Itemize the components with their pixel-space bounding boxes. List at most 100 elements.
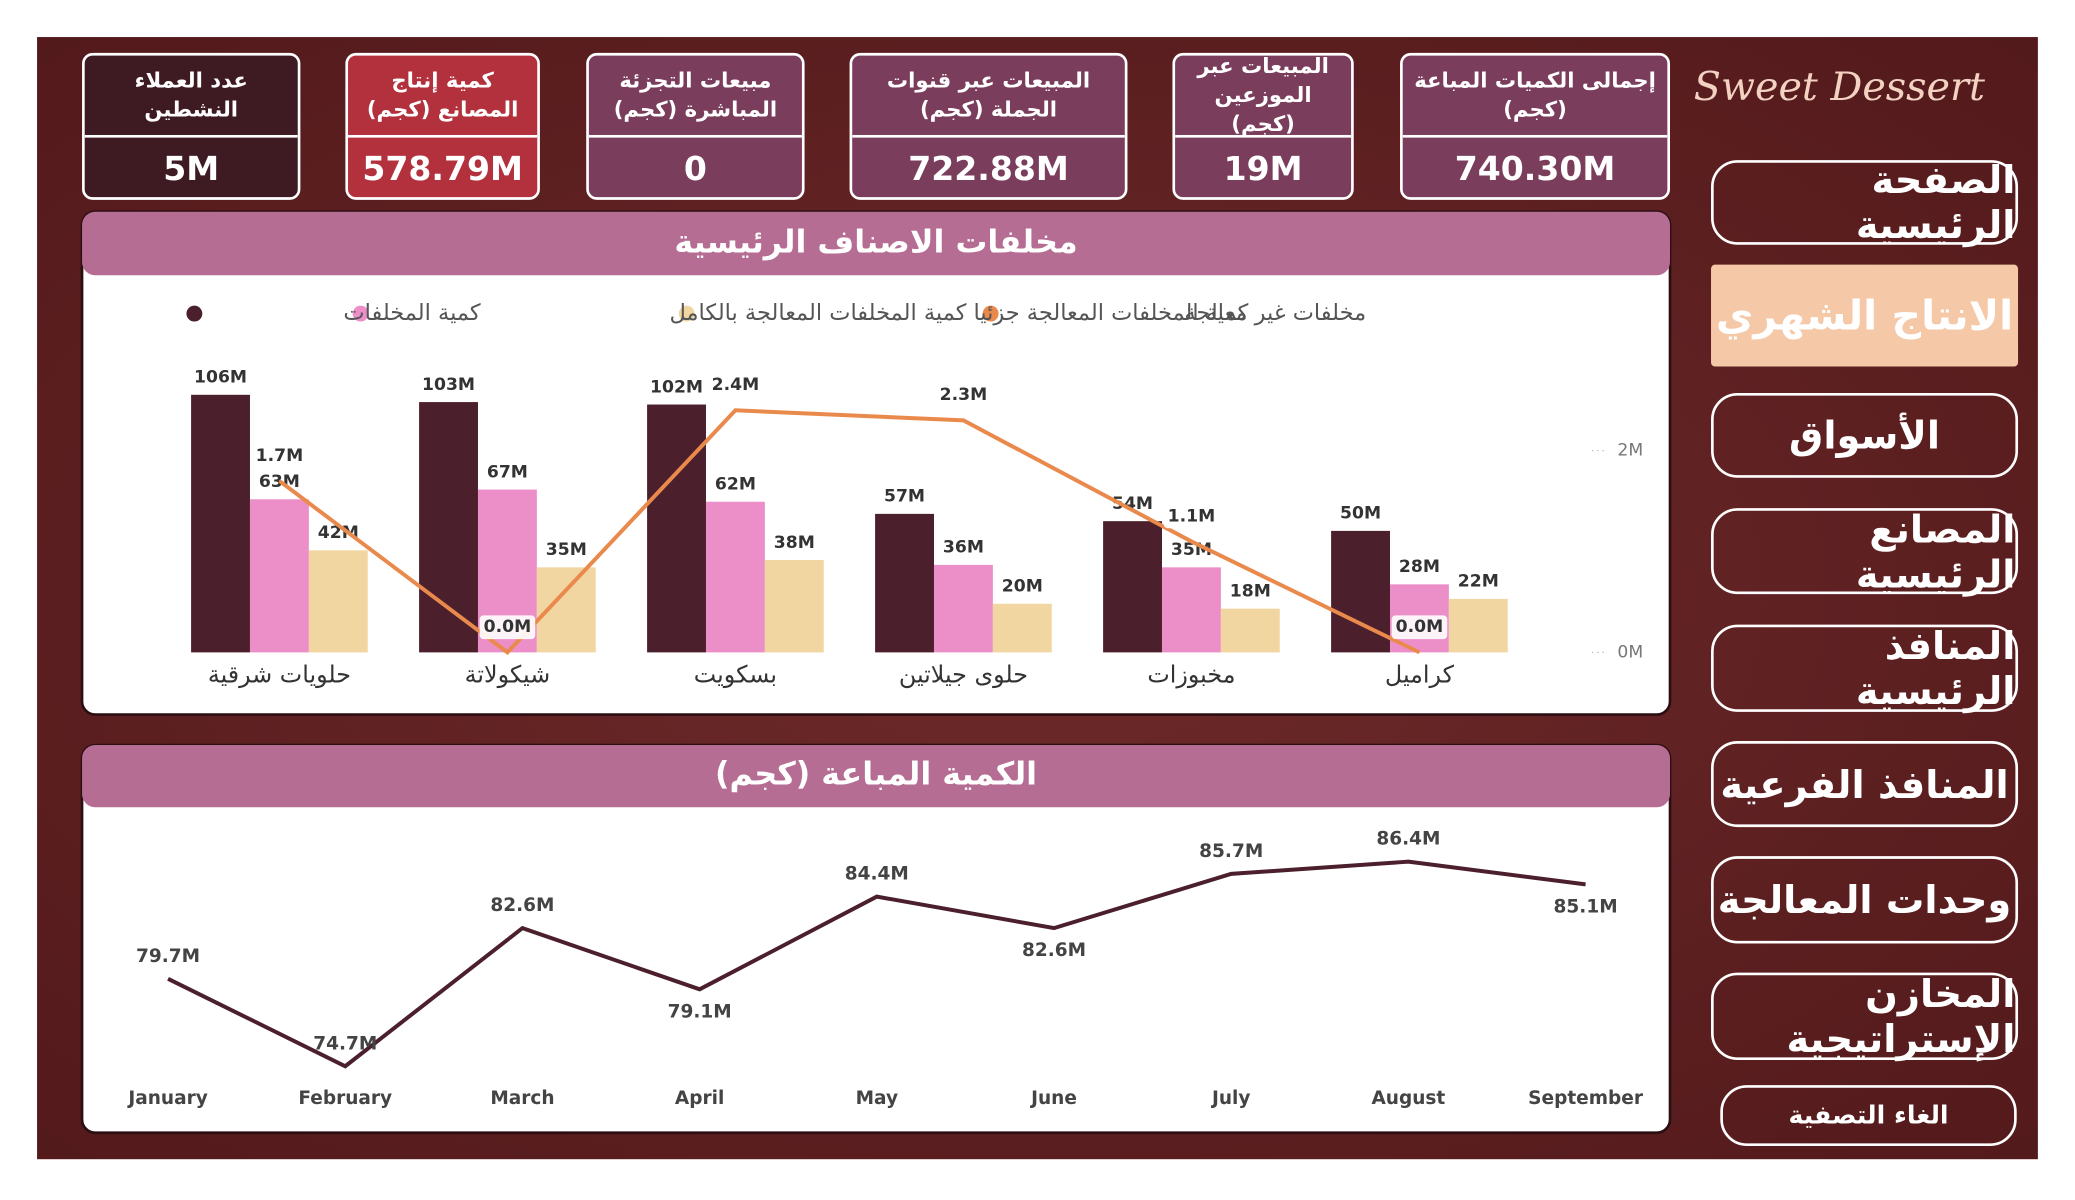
point-label: 86.4M [1376, 829, 1440, 850]
line-label: 2.4M [712, 375, 760, 395]
kpi-label: كمية إنتاج المصانع (كجم) [348, 56, 538, 138]
x-tick-label: July [1210, 1088, 1251, 1109]
nav-button[interactable]: الغاء التصفية [1720, 1085, 2017, 1146]
bar-label: 106M [194, 368, 247, 388]
nav-button[interactable]: المنافذ الفرعية [1711, 741, 2019, 828]
label-box [1391, 615, 1448, 640]
chart-title: مخلفات الاصناف الرئيسية [674, 224, 1077, 260]
bar-label: 62M [715, 475, 756, 495]
x-tick-label: May [856, 1088, 898, 1109]
kpi-label: مبيعات التجزئة المباشرة (كجم) [588, 56, 802, 138]
kpi-value: 722.88M [908, 148, 1069, 188]
bar-label: 102M [650, 377, 703, 397]
bar [249, 499, 309, 653]
bar-label: 50M [1340, 504, 1381, 524]
line-label: 0.0M [484, 617, 532, 637]
bar [419, 402, 478, 653]
kpi-value: 19M [1223, 148, 1303, 188]
kpi-label: عدد العملاء النشطين [84, 56, 298, 138]
bar [1103, 521, 1162, 653]
nav-button[interactable]: المخازن الإستراتيجية [1711, 971, 2019, 1061]
label-box [251, 443, 308, 468]
x-tick-label: June [1029, 1088, 1077, 1109]
bar-label: 57M [884, 487, 925, 507]
bar-label: 67M [487, 462, 528, 482]
bar-label: 20M [1002, 577, 1043, 597]
nav-button[interactable]: المنافذ الرئيسية [1711, 623, 2019, 713]
label-box [1163, 504, 1220, 529]
nav-button[interactable]: الصفحة الرئيسية [1711, 157, 2019, 247]
nav-button[interactable]: الأسواق [1711, 393, 2019, 478]
bar-label: 38M [774, 533, 815, 553]
bar [647, 404, 706, 653]
legend-marker [982, 305, 999, 322]
bar-label: 54M [1112, 494, 1153, 514]
x-tick-label: January [126, 1088, 207, 1109]
kpi-card: عدد العملاء النشطين 5M [82, 52, 301, 200]
x-tick-label: April [675, 1088, 724, 1109]
kpi-label: إجمالى الكميات المباعة (كجم) [1402, 56, 1668, 138]
bar [764, 560, 824, 653]
panel-header [82, 211, 1671, 276]
line-label: 1.7M [256, 446, 304, 466]
kpi-card: مبيعات التجزئة المباشرة (كجم) 0 [586, 52, 805, 200]
brand: Sweet Dessert [1694, 64, 1985, 110]
x-tick-label: كراميل [1385, 661, 1455, 689]
kpi-label: المبيعات عبر الموزعين (كجم) [1175, 56, 1352, 138]
point-label: 74.7M [313, 1033, 377, 1054]
legend-label: كمية المخلفات المعالجة جزئيا [973, 300, 1248, 326]
legend-label: مخلفات غير معالجة [1184, 300, 1366, 326]
bar-label: 103M [422, 375, 475, 395]
legend-label: كمية المخلفات المعالجة بالكامل [669, 300, 966, 326]
kpi-value: 0 [683, 148, 707, 188]
y2-tick-label: 2M [1617, 441, 1643, 461]
y2-tick-label: 0M [1617, 642, 1643, 662]
nav-button[interactable]: المصانع الرئيسية [1711, 506, 2019, 596]
x-tick-label: مخبوزات [1147, 661, 1235, 689]
x-tick-label: بسكويت [694, 661, 777, 689]
line [167, 859, 1586, 1069]
x-tick-label: March [490, 1088, 554, 1109]
bar [308, 550, 368, 653]
line [278, 408, 1421, 656]
point-label: 85.1M [1554, 896, 1618, 917]
line-label: 2.3M [940, 385, 988, 405]
x-tick-label: August [1371, 1088, 1445, 1109]
chart-title: الكمية المباعة (كجم) [715, 756, 1037, 792]
bar-label: 18M [1230, 581, 1271, 601]
line-label: 1.1M [1168, 506, 1216, 526]
legend-label: كمية المخلفات [343, 300, 480, 326]
bar [992, 603, 1052, 653]
x-tick-label: حلويات شرقية [208, 661, 351, 689]
point-label: 84.4M [845, 864, 909, 885]
point-label: 82.6M [490, 895, 554, 916]
bar [191, 394, 250, 653]
kpi-value: 5M [163, 148, 220, 188]
x-tick-label: حلوى جيلاتين [899, 661, 1028, 689]
bar [1161, 567, 1221, 653]
label-box [935, 383, 992, 408]
kpi-card: كمية إنتاج المصانع (كجم) 578.79M [345, 52, 540, 200]
kpi-card: المبيعات عبر قنوات الجملة (كجم) 722.88M [849, 52, 1128, 200]
nav-button[interactable]: وحدات المعالجة [1711, 856, 2019, 944]
sales-chart: January 79.7M February 74.7M March 82.6M April… [126, 829, 1644, 1109]
x-tick-label: February [298, 1088, 392, 1109]
point-label: 85.7M [1199, 841, 1263, 862]
legend-marker [678, 305, 695, 322]
bar-label: 35M [546, 540, 587, 560]
nav-button[interactable]: الانتاج الشهري [1711, 264, 2019, 367]
bar-label: 28M [1399, 557, 1440, 577]
x-tick-label: September [1528, 1088, 1644, 1109]
bar [933, 564, 993, 653]
legend-marker [186, 305, 203, 322]
kpi-label: المبيعات عبر قنوات الجملة (كجم) [852, 56, 1125, 138]
label-box [479, 615, 536, 640]
kpi-value: 578.79M [362, 148, 523, 188]
point-label: 79.1M [668, 1001, 732, 1022]
kpi-card: إجمالى الكميات المباعة (كجم) 740.30M [1400, 52, 1671, 200]
line-label: 0.0M [1396, 617, 1444, 637]
